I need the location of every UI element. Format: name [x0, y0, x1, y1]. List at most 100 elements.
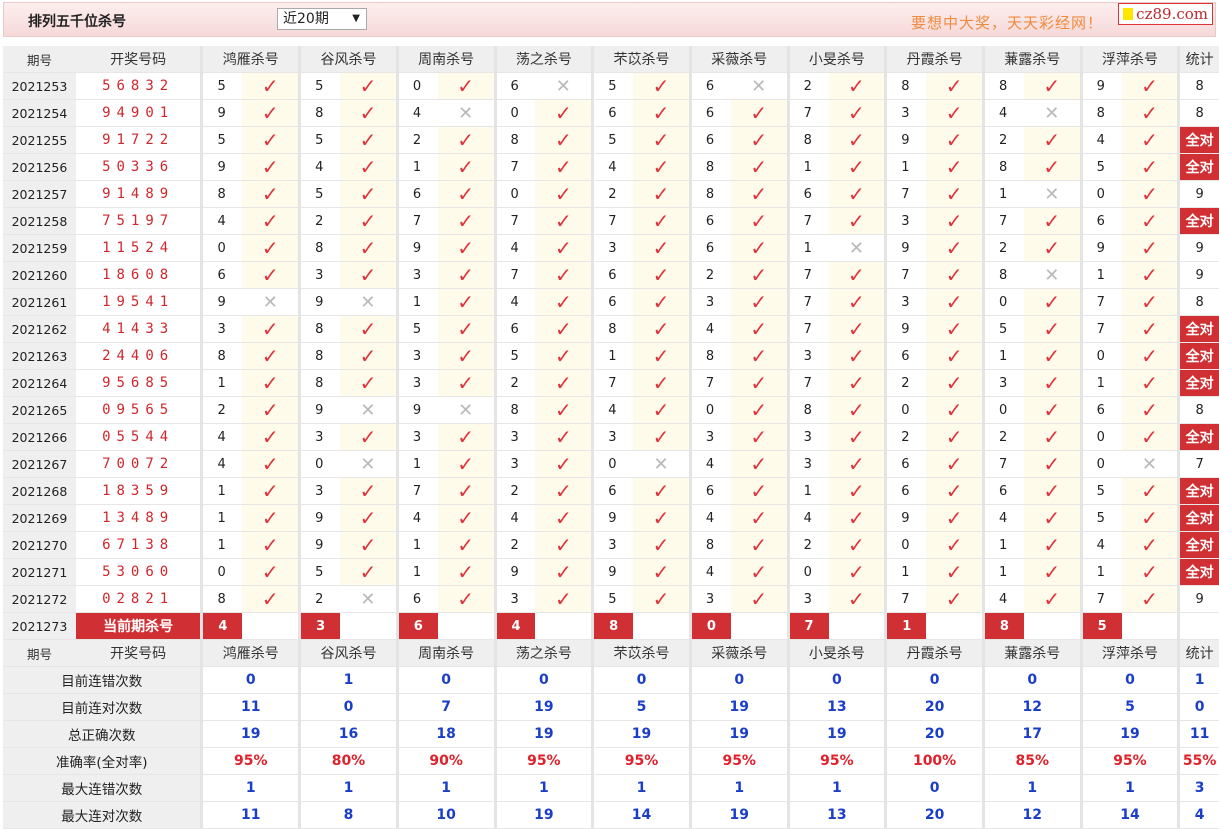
kill-number: 1 — [1079, 369, 1122, 397]
stats-value: 11 — [200, 801, 300, 829]
check-icon: ✓ — [340, 558, 398, 586]
kill-number: 9 — [884, 504, 927, 532]
column-header-expert: 蒹露杀号 — [981, 639, 1082, 667]
check-icon: ✓ — [828, 180, 886, 208]
stats-label: 最大连错次数 — [3, 774, 202, 802]
column-header-expert: 荡之杀号 — [493, 639, 593, 667]
kill-number: 4 — [493, 234, 536, 262]
check-icon: ✓ — [1023, 558, 1082, 586]
check-icon: ✓ — [926, 72, 984, 100]
kill-number: 2 — [688, 261, 731, 289]
kill-number: 6 — [688, 234, 731, 262]
cross-icon: ✕ — [340, 288, 398, 316]
kill-number: 4 — [1079, 126, 1122, 154]
period-select[interactable]: 近20期 ▼ — [277, 8, 367, 30]
check-icon: ✓ — [340, 207, 398, 235]
kill-number: 4 — [688, 450, 731, 478]
check-icon: ✓ — [340, 369, 398, 397]
kill-number: 5 — [298, 558, 341, 586]
check-icon: ✓ — [926, 261, 984, 289]
kill-number: 9 — [591, 504, 634, 532]
kill-number: 1 — [786, 477, 829, 505]
kill-number: 4 — [786, 504, 829, 532]
stats-label: 最大连对次数 — [3, 801, 202, 829]
stats-value: 18 — [395, 720, 495, 748]
stats-row: 目前连错次数 0 1 0 0 0 0 0 0 0 0 1 — [3, 666, 1219, 694]
check-icon: ✓ — [926, 234, 984, 262]
cross-icon: ✕ — [633, 450, 691, 478]
check-icon: ✓ — [437, 126, 495, 154]
header-bar: 排列五千位杀号 近20期 ▼ 要想中大奖，天天彩经网！ cz89.com — [3, 2, 1216, 37]
check-icon: ✓ — [340, 261, 398, 289]
stats-value: 5 — [591, 693, 691, 721]
check-icon: ✓ — [828, 450, 886, 478]
kill-number: 9 — [298, 396, 341, 424]
check-icon: ✓ — [1023, 126, 1082, 154]
table-row: 2021256 50336 9 ✓ 4 ✓ 1 ✓ 7 ✓ 4 ✓ 8 ✓ 1 ✓ 1 ✓ 8 ✓ 5 ✓ 全对 — [3, 153, 1219, 181]
kill-number: 6 — [884, 342, 927, 370]
check-icon: ✓ — [535, 504, 593, 532]
stats-row: 最大连对次数 11 8 10 19 14 19 13 20 12 14 4 — [3, 801, 1219, 829]
stats-value: 1 — [981, 774, 1082, 802]
stats-value: 19 — [688, 801, 789, 829]
check-icon: ✓ — [437, 72, 495, 100]
kill-number: 8 — [786, 396, 829, 424]
draw-numbers: 05544 — [75, 423, 202, 451]
kill-number: 2 — [493, 369, 536, 397]
check-icon: ✓ — [242, 207, 300, 235]
draw-numbers: 91489 — [75, 180, 202, 208]
check-icon: ✓ — [535, 585, 593, 613]
kill-number: 3 — [981, 369, 1024, 397]
kill-number: 6 — [395, 585, 438, 613]
check-icon: ✓ — [633, 315, 691, 343]
check-icon: ✓ — [242, 450, 300, 478]
check-icon: ✓ — [437, 531, 495, 559]
stats-value: 0 — [981, 666, 1082, 694]
kill-number: 8 — [200, 180, 243, 208]
check-icon: ✓ — [633, 261, 691, 289]
kill-number: 5 — [200, 72, 243, 100]
kill-number: 1 — [884, 558, 927, 586]
kill-number: 6 — [981, 477, 1024, 505]
check-icon: ✓ — [926, 126, 984, 154]
stats-value: 17 — [981, 720, 1082, 748]
empty-cell — [535, 612, 593, 640]
kill-number: 6 — [688, 477, 731, 505]
check-icon: ✓ — [1121, 423, 1179, 451]
kill-number: 9 — [200, 99, 243, 127]
kill-number: 2 — [298, 207, 341, 235]
check-icon: ✓ — [926, 531, 984, 559]
kill-number: 1 — [395, 153, 438, 181]
kill-number: 0 — [591, 450, 634, 478]
kill-number: 8 — [981, 72, 1024, 100]
issue-number: 2021254 — [3, 99, 76, 127]
kill-number: 3 — [688, 585, 731, 613]
slogan-link[interactable]: 要想中大奖，天天彩经网！ — [910, 14, 1103, 32]
kill-number: 4 — [981, 585, 1024, 613]
check-icon: ✓ — [1023, 369, 1082, 397]
issue-number: 2021257 — [3, 180, 76, 208]
stats-row: 目前连对次数 11 0 7 19 5 19 13 20 12 5 0 — [3, 693, 1219, 721]
check-icon: ✓ — [242, 180, 300, 208]
check-icon: ✓ — [926, 153, 984, 181]
kill-number: 6 — [688, 126, 731, 154]
kill-number: 5 — [200, 126, 243, 154]
all-correct-badge: 全对 — [1177, 477, 1219, 505]
kill-number: 3 — [786, 423, 829, 451]
check-icon: ✓ — [437, 423, 495, 451]
check-icon: ✓ — [828, 531, 886, 559]
issue-number: 2021272 — [3, 585, 76, 613]
check-icon: ✓ — [242, 558, 300, 586]
correct-count: 8 — [1177, 288, 1219, 316]
kill-number: 2 — [884, 423, 927, 451]
site-logo[interactable]: cz89.com — [1118, 3, 1213, 25]
draw-numbers: 56832 — [75, 72, 202, 100]
kill-number: 5 — [493, 342, 536, 370]
check-icon: ✓ — [633, 531, 691, 559]
stats-value: 14 — [591, 801, 691, 829]
kill-number: 5 — [298, 180, 341, 208]
check-icon: ✓ — [1121, 342, 1179, 370]
check-icon: ✓ — [633, 99, 691, 127]
check-icon: ✓ — [828, 153, 886, 181]
column-header-stat: 统计 — [1177, 639, 1219, 667]
